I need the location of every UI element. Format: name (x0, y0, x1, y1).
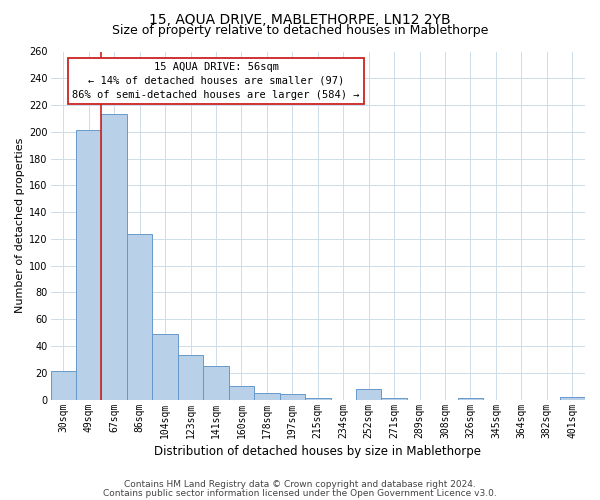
Bar (382, 398, 407, 400)
Bar (356, 389, 382, 400)
Bar (254, 393, 280, 400)
Bar (50, 372, 76, 400)
Bar (152, 334, 178, 400)
Bar (127, 234, 152, 400)
Bar (280, 394, 305, 400)
Y-axis label: Number of detached properties: Number of detached properties (15, 138, 25, 313)
Text: 15 AQUA DRIVE: 56sqm
← 14% of detached houses are smaller (97)
86% of semi-detac: 15 AQUA DRIVE: 56sqm ← 14% of detached h… (73, 62, 360, 100)
X-axis label: Distribution of detached houses by size in Mablethorpe: Distribution of detached houses by size … (154, 444, 481, 458)
Bar (76, 130, 101, 400)
Text: Contains public sector information licensed under the Open Government Licence v3: Contains public sector information licen… (103, 488, 497, 498)
Text: 15, AQUA DRIVE, MABLETHORPE, LN12 2YB: 15, AQUA DRIVE, MABLETHORPE, LN12 2YB (149, 12, 451, 26)
Text: Contains HM Land Registry data © Crown copyright and database right 2024.: Contains HM Land Registry data © Crown c… (124, 480, 476, 489)
Bar (178, 356, 203, 400)
Bar (101, 114, 127, 400)
Bar (305, 398, 331, 400)
Bar (458, 398, 483, 400)
Bar (203, 366, 229, 400)
Bar (560, 397, 585, 400)
Text: Size of property relative to detached houses in Mablethorpe: Size of property relative to detached ho… (112, 24, 488, 37)
Bar (229, 386, 254, 400)
